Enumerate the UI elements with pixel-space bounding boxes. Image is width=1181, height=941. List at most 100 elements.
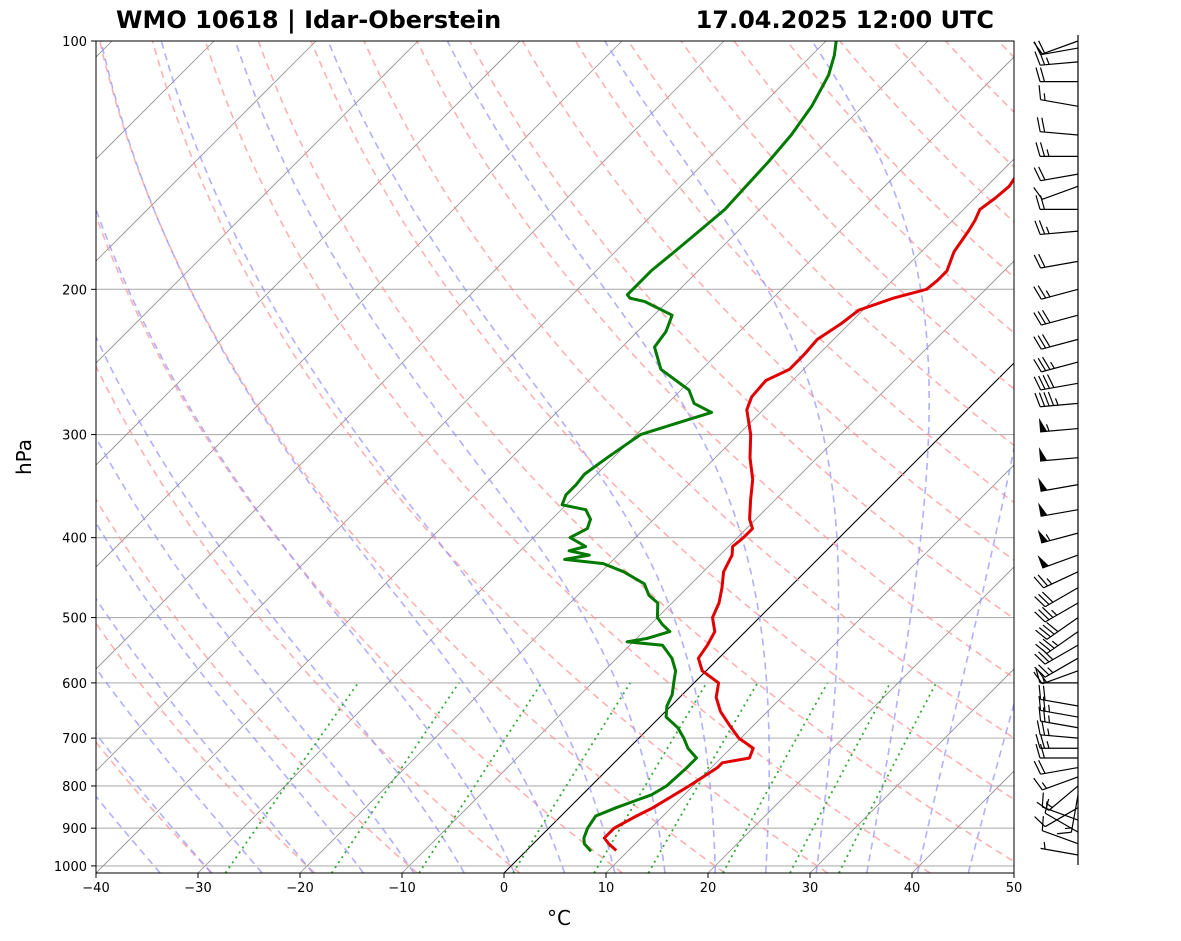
wind-barb-feather bbox=[1034, 596, 1046, 608]
wind-barb-feather bbox=[1038, 641, 1051, 652]
wind-barb-feather bbox=[1042, 707, 1046, 722]
wind-barb-half-feather bbox=[1046, 149, 1050, 157]
wind-barb-feather bbox=[1037, 357, 1047, 372]
mixing-ratio-line bbox=[418, 682, 543, 873]
plot-background bbox=[96, 41, 1014, 873]
wind-barb bbox=[1040, 841, 1079, 856]
wind-barb-staff bbox=[1040, 47, 1079, 56]
wind-barb-half-feather bbox=[1043, 841, 1046, 850]
x-axis: −40 −30 −20 −10 0 10 20 30 40 50 °C bbox=[82, 873, 1022, 930]
wind-barb-flag bbox=[1038, 477, 1048, 492]
wind-barb-staff bbox=[1040, 734, 1079, 739]
wind-barb bbox=[1033, 166, 1079, 182]
dry-adiabat-line bbox=[96, 498, 418, 873]
wind-barb-half-feather bbox=[1064, 827, 1073, 830]
wind-barb bbox=[1033, 40, 1079, 55]
x-tick-label: 40 bbox=[904, 881, 921, 896]
wind-barb-staff bbox=[1040, 720, 1079, 729]
wind-barb-feather bbox=[1034, 392, 1041, 407]
wind-barb-feather bbox=[1038, 253, 1046, 268]
wind-barb-feather bbox=[1041, 792, 1044, 808]
wind-barb-half-feather bbox=[1045, 57, 1050, 65]
dry-adiabat-line bbox=[363, 41, 1014, 739]
wind-barb-feather bbox=[1041, 309, 1051, 324]
wind-barb bbox=[1033, 334, 1079, 350]
dry-adiabat-line bbox=[997, 41, 1014, 59]
wind-barb-half-feather bbox=[1051, 640, 1059, 647]
wind-barb-feather bbox=[1033, 41, 1043, 55]
moist-adiabat-line bbox=[100, 41, 566, 873]
wind-barb-feather bbox=[1038, 392, 1046, 407]
wind-barb-feather bbox=[1042, 696, 1046, 712]
wind-barbs bbox=[1033, 35, 1079, 865]
wind-barb bbox=[1038, 85, 1079, 107]
wind-barb-feather bbox=[1035, 67, 1041, 82]
x-axis-label: °C bbox=[547, 906, 571, 930]
x-tick-label: 20 bbox=[700, 881, 717, 896]
x-tick-label: −20 bbox=[286, 881, 313, 896]
plot-area bbox=[96, 41, 1014, 873]
y-tick-label: 600 bbox=[62, 677, 87, 692]
wind-barb-staff bbox=[1040, 427, 1079, 433]
wind-barb-half-feather bbox=[1048, 715, 1051, 723]
y-tick-label: 1000 bbox=[54, 860, 87, 875]
wind-barb-staff bbox=[1040, 131, 1079, 136]
wind-barb-feather bbox=[1038, 651, 1050, 663]
y-tick-label: 500 bbox=[62, 612, 87, 627]
wind-barb bbox=[1034, 807, 1079, 828]
wind-barb bbox=[1034, 391, 1079, 408]
wind-barb-staff bbox=[1040, 61, 1079, 66]
isotherm-line bbox=[1013, 872, 1014, 873]
wind-barb bbox=[1035, 734, 1078, 749]
wind-barb-feather bbox=[1037, 574, 1049, 587]
wind-barb-feather bbox=[1038, 609, 1050, 621]
wind-barb-staff bbox=[1044, 657, 1079, 678]
wind-barb-half-feather bbox=[1041, 782, 1048, 789]
wind-barb bbox=[1033, 356, 1079, 373]
wind-barb bbox=[1038, 706, 1079, 729]
wind-barb bbox=[1033, 185, 1079, 200]
wind-barb-feather bbox=[1038, 760, 1046, 774]
wind-barb-half-feather bbox=[1045, 802, 1053, 808]
wind-barb-half-feather bbox=[1045, 534, 1051, 541]
wind-barb-feather bbox=[1038, 40, 1046, 55]
wind-barb-staff bbox=[1042, 776, 1079, 791]
y-tick-label: 100 bbox=[62, 35, 87, 50]
wind-barb-staff bbox=[1044, 602, 1079, 623]
x-tick-label: 50 bbox=[1006, 881, 1023, 896]
wind-barb-feather bbox=[1033, 312, 1042, 326]
wind-barb bbox=[1034, 220, 1079, 236]
wind-barb-feather bbox=[1034, 220, 1041, 235]
wind-barb-staff bbox=[1040, 260, 1079, 269]
dry-adiabat-line bbox=[98, 41, 726, 873]
wind-barb-staff bbox=[1041, 314, 1079, 326]
isotherm-line bbox=[96, 41, 827, 772]
wind-barb-staff bbox=[1042, 830, 1079, 845]
wind-barb-feather bbox=[1038, 375, 1046, 390]
wind-barb bbox=[1035, 67, 1078, 83]
wind-barb-feather bbox=[1033, 576, 1045, 589]
wind-barb-feather bbox=[1041, 816, 1044, 831]
isotherm-line bbox=[299, 158, 1014, 873]
wind-barb-feather bbox=[1037, 285, 1047, 299]
x-tick-label: 10 bbox=[598, 881, 615, 896]
wind-barb-feather bbox=[1038, 166, 1046, 181]
wind-barb-feather bbox=[1056, 831, 1072, 835]
dewpoint-profile-line bbox=[560, 41, 838, 853]
wind-barb-feather bbox=[1036, 117, 1041, 132]
wind-barb-staff bbox=[1070, 794, 1079, 833]
wind-barb-staff bbox=[1040, 484, 1079, 492]
wind-barb-feather bbox=[1035, 629, 1048, 640]
wind-barb-half-feather bbox=[1045, 801, 1048, 809]
wind-barb-feather bbox=[1038, 85, 1042, 100]
wind-barb-feather bbox=[1039, 67, 1046, 82]
wind-barb bbox=[1036, 785, 1079, 811]
moist-adiabat-line bbox=[446, 41, 770, 873]
moist-adiabat-line bbox=[967, 701, 1014, 873]
y-tick-label: 900 bbox=[62, 822, 87, 837]
wind-barb bbox=[1033, 285, 1079, 300]
x-tick-label: 0 bbox=[500, 881, 508, 896]
wind-barb bbox=[1038, 447, 1079, 462]
